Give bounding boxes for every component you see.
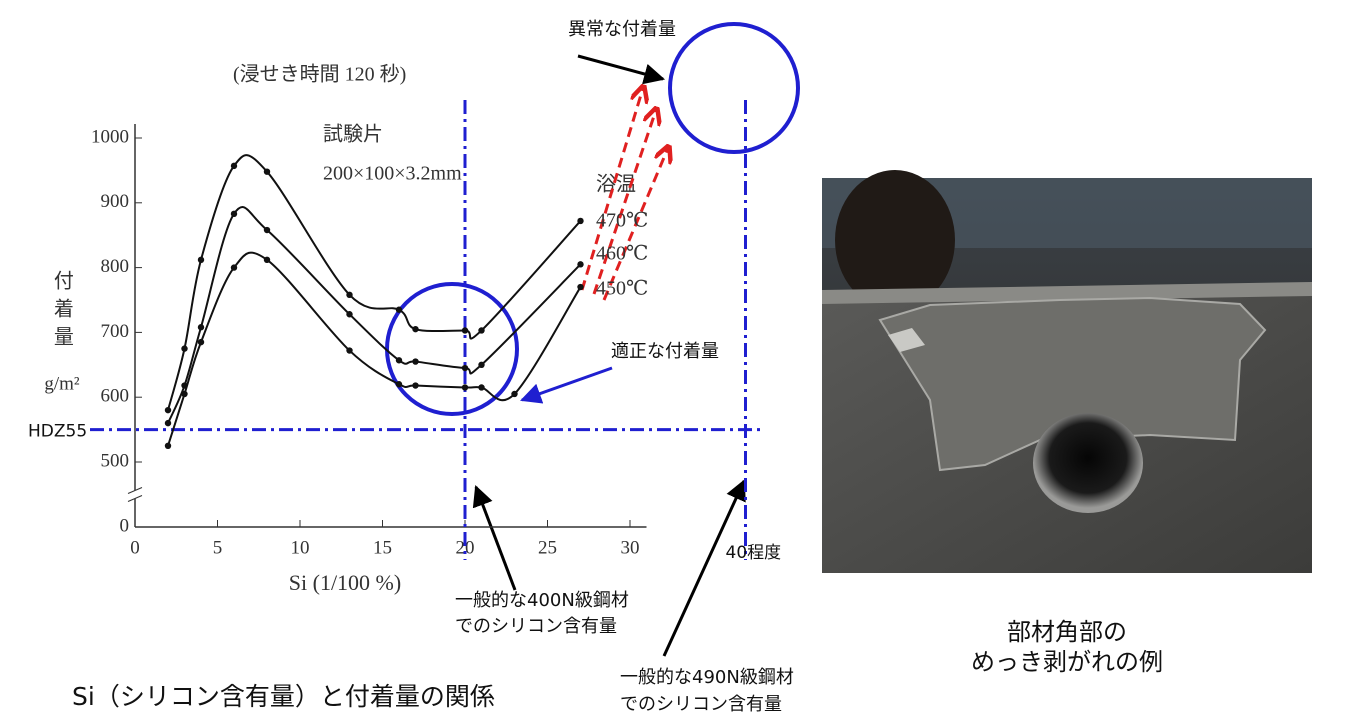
y-axis-label: 付着量 [50,270,73,354]
data-point [230,162,238,170]
axis-break [127,487,143,494]
legend-title: 浴温 [596,173,636,196]
data-point [461,327,469,334]
abnormal-circle [668,22,800,154]
x-axis-label: Si (1/100 %) [289,570,401,595]
data-point [412,382,419,389]
data-point [263,226,271,234]
reference-label: 40程度 [726,543,782,563]
legend-label: 470℃ [596,210,648,232]
data-point [461,384,469,391]
x-tick-label: 15 [373,537,392,558]
specimen-size: 200×100×3.2mm [323,163,462,185]
data-point [197,338,205,346]
data-point [395,381,403,388]
data-point [181,390,188,398]
x-tick-label: 20 [456,537,475,558]
data-point [346,347,353,354]
data-point [461,364,469,372]
legend-label: 450℃ [596,278,648,300]
y-tick-label: 1000 [91,126,129,147]
data-point [197,324,205,331]
data-point [478,361,485,368]
data-point [346,291,353,299]
x-tick-label: 10 [291,537,310,558]
data-point [577,217,584,225]
annotation: 一般的な400N級鋼材 [455,590,629,611]
arrow [662,479,746,657]
data-point [181,345,188,352]
y-tick-label: 700 [101,321,130,342]
data-point [412,358,419,365]
data-point [197,256,205,264]
data-point [412,325,419,333]
data-point [164,442,172,449]
chart-subtitle: (浸せき時間 120 秒) [233,63,406,86]
photo-caption: めっき剥がれの例 [971,648,1163,676]
data-point [346,311,353,318]
legend-label: 460℃ [596,243,648,265]
y-tick-label: 600 [101,386,130,407]
data-point [478,384,485,391]
series-line [167,154,582,411]
reference-label: HDZ55 [28,422,87,442]
x-tick-label: 30 [621,537,640,558]
photo-caption: 部材角部の [1007,618,1127,646]
arrow [520,366,613,404]
data-point [478,327,485,334]
annotation: 異常な付着量 [568,19,676,40]
data-point [263,168,271,175]
y-tick-label: 500 [101,450,130,471]
red-arrows [580,88,668,301]
data-point [230,264,238,271]
photo [822,170,1312,573]
x-tick-label: 25 [538,537,557,558]
data-point [164,406,172,414]
y-axis-unit: g/m² [44,373,80,394]
data-point [230,210,238,218]
annotation: でのシリコン含有量 [620,694,782,715]
annotation: 一般的な490N級鋼材 [620,667,794,688]
axis-break [127,495,143,502]
data-point [263,256,271,264]
specimen-label: 試験片 [323,123,383,146]
y-tick-label: 0 [120,515,130,536]
y-tick-label: 800 [101,256,130,277]
annotation: でのシリコン含有量 [455,616,617,637]
caption: Si（シリコン含有量）と付着量の関係 [72,682,495,711]
arrow [472,485,517,591]
y-tick-label: 900 [101,191,130,212]
data-point [577,261,584,268]
data-point [395,306,403,313]
x-tick-label: 5 [213,537,223,558]
data-point [164,419,172,427]
annotation: 適正な付着量 [611,341,719,362]
data-point [577,283,584,291]
arrow [577,54,666,85]
data-point [395,357,403,364]
x-tick-label: 0 [130,537,140,558]
axis-break [129,490,141,499]
data-point [511,390,518,398]
